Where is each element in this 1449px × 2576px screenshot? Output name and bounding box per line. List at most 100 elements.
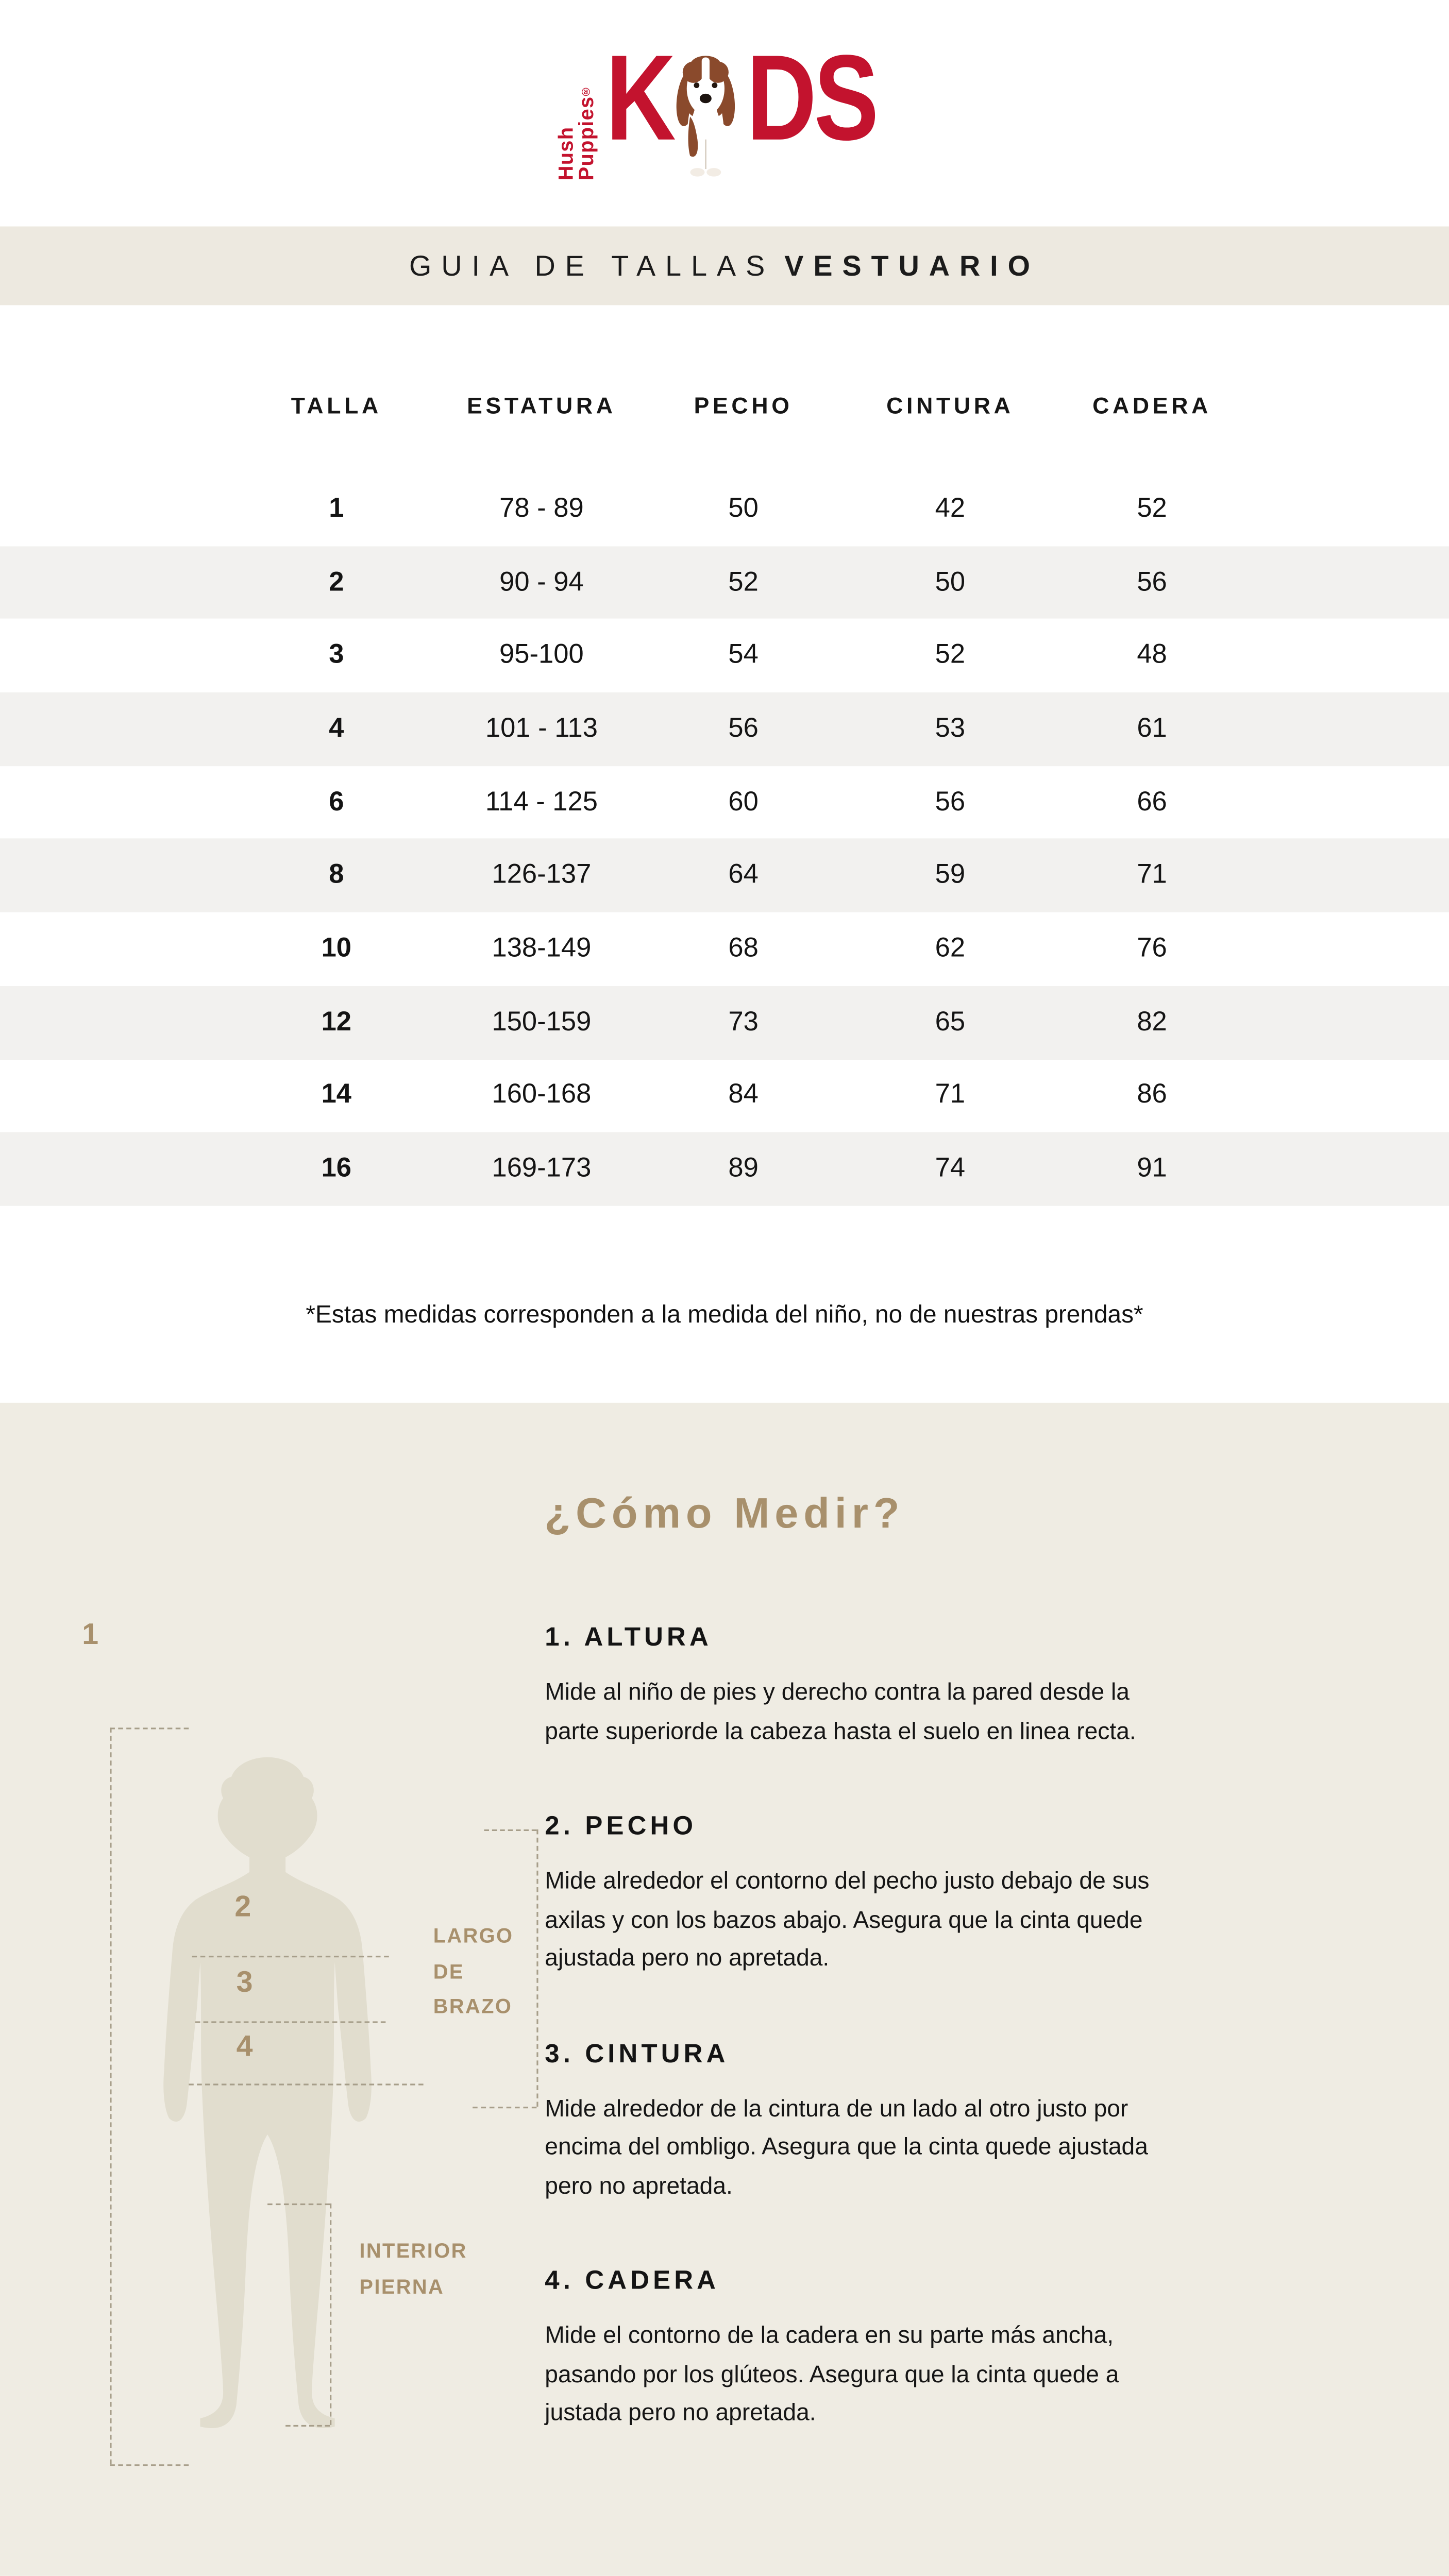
banner-title-light: GUIA DE TALLAS: [409, 248, 775, 282]
measurement-cell: 101 - 113: [485, 713, 598, 743]
instruction-text: Mide al niño de pies y derecho contra la…: [545, 1675, 1373, 1752]
measurement-cell: 61: [1137, 713, 1167, 743]
size-cell: 16: [321, 1153, 352, 1183]
how-to-measure-title: ¿Cómo Medir?: [544, 1488, 905, 1537]
height-guide-tick-bottom: [110, 2464, 189, 2466]
measure-instruction: 4. CADERA Mide el contorno de la cadera e…: [545, 2267, 1373, 2434]
marker-height: 1: [82, 1618, 99, 1651]
table-row: 3 95-100 54 52 48: [0, 619, 1449, 692]
measurement-cell: 59: [935, 860, 966, 890]
instruction-text: Mide alrededor el contorno del pecho jus…: [545, 1864, 1373, 1980]
measurement-cell: 50: [935, 567, 966, 597]
arm-length-tick-bottom: [473, 2107, 537, 2109]
arm-length-label: LARGO DE BRAZO: [433, 1920, 514, 2025]
marker-chest: 2: [234, 1890, 251, 1923]
instruction-line: encima del ombligo. Asegura que la cinta…: [545, 2134, 1148, 2161]
table-row: 8 126-137 64 59 71: [0, 839, 1449, 913]
measurement-cell: 95-100: [499, 640, 584, 670]
measurement-cell: 86: [1137, 1080, 1167, 1110]
measurement-cell: 126-137: [492, 860, 592, 890]
measurement-cell: 56: [935, 787, 966, 817]
size-cell: 14: [321, 1080, 352, 1110]
measurement-cell: 65: [935, 1007, 966, 1037]
size-cell: 1: [329, 494, 344, 523]
marker-hip: 4: [236, 2029, 253, 2063]
table-row: 16 169-173 89 74 91: [0, 1132, 1449, 1206]
size-cell: 12: [321, 1007, 352, 1037]
instruction-heading: 1. ALTURA: [545, 1624, 712, 1652]
measurements-note: *Estas medidas corresponden a la medida …: [306, 1300, 1143, 1329]
measurement-cell: 78 - 89: [499, 494, 584, 523]
size-table: 1 78 - 89 50 42 52 2 90 - 94 52 50 56 3 95-100 54 52 4…: [0, 472, 1449, 1206]
table-row: 6 114 - 125 60 56 66: [0, 766, 1449, 839]
measurement-cell: 71: [1137, 860, 1167, 890]
measurement-cell: 91: [1137, 1153, 1167, 1183]
measurement-cell: 54: [728, 640, 759, 670]
size-cell: 4: [329, 713, 344, 743]
table-row: 4 101 - 113 56 53 61: [0, 692, 1449, 766]
table-row: 12 150-159 73 65 82: [0, 986, 1449, 1059]
height-guide-line: [110, 1727, 112, 2465]
instruction-heading: 3. CINTURA: [545, 2040, 729, 2069]
measurement-cell: 169-173: [492, 1153, 592, 1183]
instruction-line: Mide alrededor de la cintura de un lado …: [545, 2096, 1128, 2123]
size-cell: 2: [329, 567, 344, 597]
measurement-cell: 76: [1137, 933, 1167, 963]
measurement-cell: 62: [935, 933, 966, 963]
table-row: 10 138-149 68 62 76: [0, 912, 1449, 986]
instruction-line: Mide al niño de pies y derecho contra la…: [545, 1680, 1130, 1706]
instruction-line: parte superiorde la cabeza hasta el suel…: [545, 1718, 1136, 1745]
instruction-heading: 2. PECHO: [545, 1812, 697, 1841]
inseam-tick-top: [267, 2203, 330, 2206]
measurement-cell: 138-149: [492, 933, 592, 963]
measurement-cell: 56: [1137, 567, 1167, 597]
measure-instruction: 1. ALTURA Mide al niño de pies y derecho …: [545, 1624, 1373, 1752]
measurement-cell: 74: [935, 1153, 966, 1183]
how-to-measure-section: ¿Cómo Medir? 1 2 3 4 LARGO DE BRAZO: [0, 1402, 1449, 2576]
measurement-cell: 89: [728, 1153, 759, 1183]
measurement-cell: 160-168: [492, 1080, 592, 1110]
measurement-cell: 90 - 94: [499, 567, 584, 597]
height-guide-tick-top: [110, 1727, 189, 1730]
measurement-cell: 52: [728, 567, 759, 597]
label-line: INTERIOR: [359, 2239, 467, 2263]
measurement-cell: 53: [935, 713, 966, 743]
instruction-text: Mide el contorno de la cadera en su part…: [545, 2318, 1373, 2434]
chest-guide-line: [192, 1956, 389, 1958]
size-table-header: TALLA ESTATURA PECHO CINTURA CADERA: [0, 391, 1449, 420]
arm-length-tick-top: [484, 1829, 537, 1832]
measurement-cell: 50: [728, 494, 759, 523]
waist-guide-line: [195, 2021, 386, 2023]
arm-length-guide-line: [536, 1829, 538, 2107]
marker-waist: 3: [236, 1965, 253, 1998]
measurement-cell: 66: [1137, 787, 1167, 817]
column-header: ESTATURA: [467, 392, 616, 419]
measurement-cell: 52: [935, 640, 966, 670]
instruction-text: Mide alrededor de la cintura de un lado …: [545, 2091, 1373, 2207]
table-row: 14 160-168 84 71 86: [0, 1059, 1449, 1132]
instruction-line: ajustada pero no apretada.: [545, 1945, 830, 1972]
kids-letters-ds: DS: [747, 29, 880, 166]
size-guide-banner: GUIA DE TALLAS VESTUARIO: [0, 226, 1449, 306]
measurement-cell: 73: [728, 1007, 759, 1037]
label-line: BRAZO: [433, 1995, 513, 2019]
measurement-cell: 64: [728, 860, 759, 890]
hush-puppies-vertical-wordmark: Hush Puppies®: [554, 83, 598, 181]
table-row: 1 78 - 89 50 42 52: [0, 472, 1449, 546]
instruction-line: axilas y con los bazos abajo. Asegura qu…: [545, 1907, 1143, 1934]
measure-instructions: 1. ALTURA Mide al niño de pies y derecho …: [545, 1624, 1373, 2434]
column-header: PECHO: [694, 392, 793, 419]
size-cell: 3: [329, 640, 344, 670]
measurement-cell: 60: [728, 787, 759, 817]
measurement-cell: 52: [1137, 494, 1167, 523]
measurement-cell: 68: [728, 933, 759, 963]
measure-instruction: 3. CINTURA Mide alrededor de la cintura d…: [545, 2040, 1373, 2207]
measurement-cell: 82: [1137, 1007, 1167, 1037]
column-header: CADERA: [1092, 392, 1212, 419]
table-row: 2 90 - 94 52 50 56: [0, 546, 1449, 619]
label-line: LARGO: [433, 1924, 514, 1948]
measurement-cell: 114 - 125: [485, 787, 598, 817]
instruction-line: pasando por los glúteos. Asegura que la …: [545, 2362, 1119, 2388]
inseam-guide-line: [330, 2203, 332, 2425]
